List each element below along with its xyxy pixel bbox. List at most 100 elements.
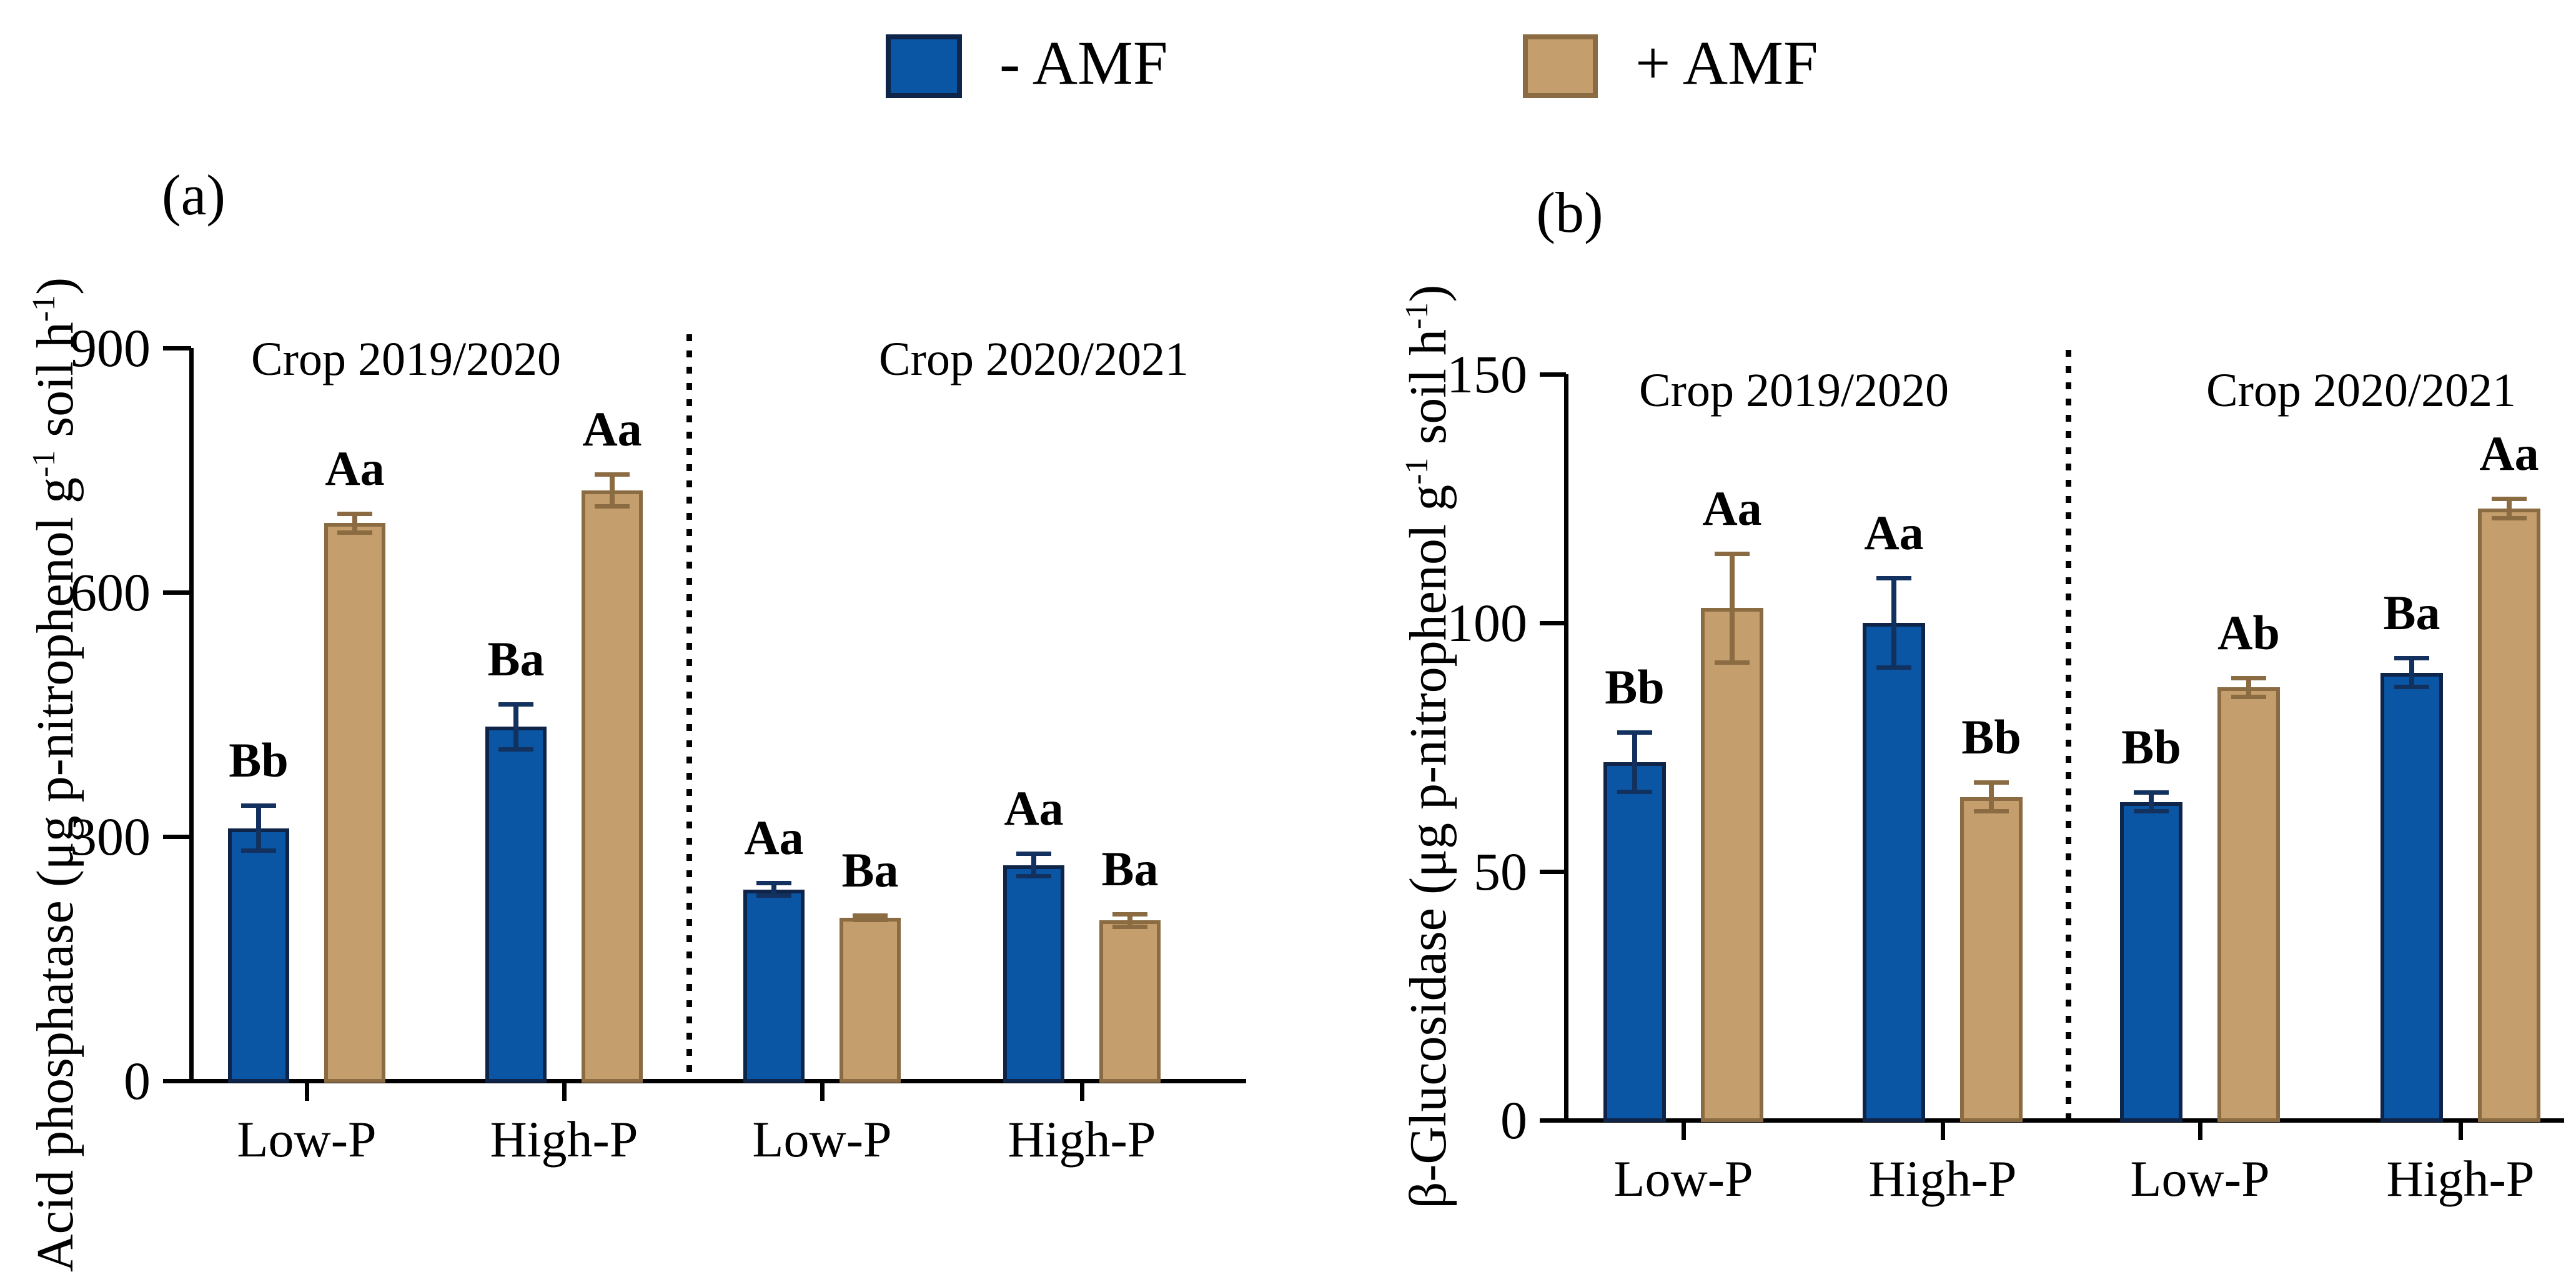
error-bar-cap-bottom-b xyxy=(1715,660,1750,665)
letter-label-a: Aa xyxy=(1004,781,1064,836)
letter-label-a: Ba xyxy=(1101,841,1159,896)
letter-label-b: Ba xyxy=(2383,585,2440,640)
letter-label-b: Aa xyxy=(2479,426,2539,480)
error-bar-line-b xyxy=(1989,782,1994,812)
letter-label-a: Ba xyxy=(841,843,899,898)
x-tick-label-b: Low-P xyxy=(1613,1150,1753,1207)
y-tick-a xyxy=(163,1079,191,1083)
error-bar-cap-top-a xyxy=(595,472,630,477)
error-bar-cap-top-b xyxy=(2394,655,2429,660)
error-bar-cap-bottom-b xyxy=(2394,685,2429,690)
letter-label-b: Ab xyxy=(2217,605,2280,660)
error-bar-cap-top-b xyxy=(1715,551,1750,556)
error-bar-line-b xyxy=(2409,657,2414,688)
y-tick-label-a: 900 xyxy=(70,318,151,378)
x-tick-a xyxy=(562,1083,567,1101)
error-bar-cap-bottom-b xyxy=(2134,809,2169,814)
error-bar-cap-top-a xyxy=(241,803,276,808)
error-bar-line-b xyxy=(2507,499,2512,519)
y-axis-title-b: β-Glucosidase (μg p-nitrophenol g-1 soil… xyxy=(1399,284,1457,1209)
error-bar-cap-top-b xyxy=(1617,730,1652,735)
error-bar-cap-bottom-a xyxy=(595,504,630,509)
error-bar-cap-top-a xyxy=(1112,912,1147,917)
letter-label-a: Aa xyxy=(582,402,642,457)
y-axis-title-a: Acid phosphatase (μg p-nitrophenol g-1 s… xyxy=(26,277,84,1272)
x-tick-label-b: High-P xyxy=(2386,1150,2535,1207)
letter-label-b: Bb xyxy=(1961,709,2021,764)
error-bar-cap-bottom-b xyxy=(2492,515,2527,520)
error-bar-cap-bottom-a xyxy=(756,893,791,898)
error-bar-line-a xyxy=(256,805,261,852)
x-tick-label-b: High-P xyxy=(1868,1150,2017,1207)
bar-b-minus-amf-1 xyxy=(1863,623,1925,1122)
x-tick-label-a: High-P xyxy=(490,1111,638,1168)
y-tick-label-a: 300 xyxy=(70,807,151,867)
letter-label-b: Bb xyxy=(1605,660,1665,715)
error-bar-cap-top-b xyxy=(2231,675,2266,680)
letter-label-b: Aa xyxy=(1702,480,1762,535)
x-tick-b xyxy=(2459,1123,2463,1140)
y-tick-b xyxy=(1540,372,1566,377)
panel-label-a: (a) xyxy=(161,163,226,227)
legend-label-plus-amf: + AMF xyxy=(1635,28,1818,97)
y-tick-label-b: 100 xyxy=(1447,593,1527,653)
bar-b-minus-amf-2 xyxy=(2120,802,2182,1122)
error-bar-cap-top-a xyxy=(1016,852,1051,857)
error-bar-cap-bottom-a xyxy=(853,918,888,923)
x-tick-label-a: Low-P xyxy=(237,1111,377,1168)
error-bar-line-b xyxy=(2246,677,2251,698)
x-tick-b xyxy=(1682,1123,1686,1140)
legend-swatch-plus-amf xyxy=(1523,34,1598,98)
error-bar-cap-top-b xyxy=(2134,790,2169,795)
x-tick-a xyxy=(820,1083,825,1101)
y-tick-a xyxy=(163,590,191,595)
y-axis-line-b xyxy=(1564,374,1568,1123)
bar-a-minus-amf-0 xyxy=(228,828,289,1083)
error-bar-cap-top-a xyxy=(756,881,791,886)
panel-separator-b xyxy=(2066,350,2071,1120)
panel-title-b-1: Crop 2020/2021 xyxy=(2206,364,2517,417)
y-tick-b xyxy=(1540,870,1566,874)
error-bar-cap-top-b xyxy=(1876,576,1911,581)
error-bar-cap-top-b xyxy=(2492,497,2527,501)
error-bar-line-b xyxy=(1891,578,1896,668)
panel-separator-a xyxy=(686,334,692,1081)
bar-b-minus-amf-3 xyxy=(2380,672,2443,1122)
error-bar-line-a xyxy=(352,513,357,533)
error-bar-cap-top-a xyxy=(498,702,533,707)
letter-label-b: Bb xyxy=(2121,719,2181,774)
x-axis-line-b xyxy=(1564,1118,2564,1123)
y-tick-b xyxy=(1540,621,1566,625)
bar-b-plus-amf-0 xyxy=(1701,608,1763,1122)
y-axis-line-a xyxy=(189,348,194,1083)
error-bar-cap-bottom-b xyxy=(2231,695,2266,700)
x-tick-label-a: High-P xyxy=(1008,1111,1156,1168)
letter-label-a: Aa xyxy=(325,440,385,495)
error-bar-cap-bottom-a xyxy=(498,747,533,752)
error-bar-line-b xyxy=(1632,732,1637,792)
letter-label-a: Ba xyxy=(487,631,545,686)
error-bar-cap-bottom-a xyxy=(1016,873,1051,878)
error-bar-cap-bottom-a xyxy=(241,848,276,853)
y-tick-label-a: 0 xyxy=(124,1051,151,1111)
y-tick-label-a: 600 xyxy=(70,562,151,622)
x-tick-b xyxy=(1941,1123,1945,1140)
bar-b-plus-amf-1 xyxy=(1960,797,2023,1122)
letter-label-a: Aa xyxy=(744,810,804,865)
y-tick-b xyxy=(1540,1118,1566,1123)
bar-a-plus-amf-3 xyxy=(1099,920,1161,1083)
bar-a-minus-amf-1 xyxy=(485,727,547,1083)
x-tick-label-a: Low-P xyxy=(752,1111,892,1168)
error-bar-line-a xyxy=(513,703,518,750)
bar-b-plus-amf-2 xyxy=(2217,687,2280,1122)
error-bar-line-a xyxy=(1127,913,1132,927)
bar-a-minus-amf-2 xyxy=(743,889,805,1083)
x-tick-a xyxy=(305,1083,309,1101)
bar-b-minus-amf-0 xyxy=(1603,762,1666,1122)
bar-a-plus-amf-1 xyxy=(582,490,643,1083)
x-tick-a xyxy=(1080,1083,1084,1101)
error-bar-cap-bottom-b xyxy=(1974,809,2009,814)
letter-label-b: Aa xyxy=(1864,505,1924,560)
y-tick-label-b: 0 xyxy=(1500,1090,1527,1150)
error-bar-cap-bottom-b xyxy=(1876,665,1911,670)
